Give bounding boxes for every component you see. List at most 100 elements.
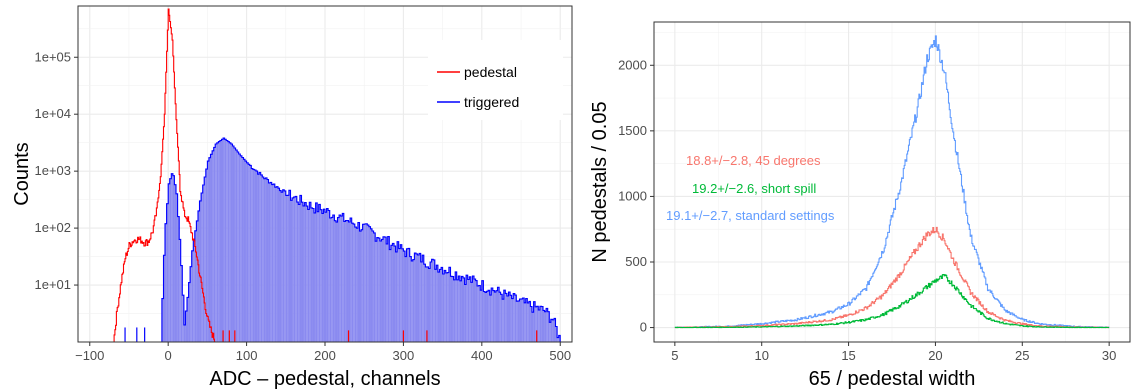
triggered-bar bbox=[232, 145, 235, 342]
right-x-tick-label: 30 bbox=[1102, 348, 1116, 363]
triggered-bar bbox=[397, 241, 399, 342]
right-x-tick-label: 15 bbox=[841, 348, 855, 363]
triggered-bar bbox=[406, 248, 409, 342]
triggered-bar bbox=[415, 253, 418, 342]
triggered-bar bbox=[350, 218, 352, 342]
triggered-bar bbox=[549, 322, 551, 342]
triggered-bar bbox=[317, 211, 319, 342]
triggered-bar bbox=[161, 298, 164, 342]
right-grid bbox=[654, 22, 1130, 342]
triggered-bar bbox=[252, 169, 255, 342]
triggered-bar bbox=[439, 269, 442, 342]
triggered-bar bbox=[279, 190, 282, 342]
triggered-bar bbox=[392, 243, 395, 342]
triggered-bar bbox=[271, 184, 274, 342]
triggered-bar bbox=[473, 279, 476, 342]
triggered-bar bbox=[268, 182, 271, 342]
triggered-bar bbox=[383, 236, 385, 342]
triggered-bar bbox=[552, 319, 554, 342]
triggered-bar bbox=[541, 306, 543, 342]
triggered-bar bbox=[216, 142, 219, 342]
triggered-bar bbox=[174, 184, 177, 342]
triggered-bar bbox=[245, 161, 247, 342]
triggered-bar bbox=[436, 265, 438, 342]
triggered-bar bbox=[544, 311, 547, 342]
triggered-bar bbox=[522, 298, 525, 342]
triggered-bar bbox=[176, 193, 178, 342]
left-x-tick-label: 500 bbox=[549, 348, 571, 363]
triggered-bar bbox=[201, 192, 203, 342]
triggered-bar bbox=[542, 310, 545, 342]
triggered-bar bbox=[295, 196, 297, 342]
triggered-bar bbox=[315, 202, 318, 342]
triggered-bar bbox=[270, 182, 272, 342]
triggered-bar bbox=[477, 286, 479, 342]
triggered-bar bbox=[367, 225, 369, 342]
triggered-bar bbox=[428, 268, 431, 342]
triggered-bar bbox=[524, 302, 526, 342]
right-x-tick-label: 20 bbox=[928, 348, 942, 363]
triggered-bar bbox=[546, 308, 548, 342]
triggered-bar bbox=[422, 255, 424, 342]
triggered-bar bbox=[445, 272, 448, 342]
triggered-bar bbox=[417, 255, 420, 342]
triggered-bar bbox=[265, 177, 267, 342]
triggered-bar bbox=[207, 161, 209, 342]
triggered-bar bbox=[497, 287, 500, 342]
triggered-bar bbox=[376, 237, 379, 342]
triggered-bar bbox=[188, 282, 191, 342]
triggered-bar bbox=[215, 143, 217, 342]
triggered-bar bbox=[255, 171, 258, 342]
triggered-bar bbox=[329, 217, 332, 342]
legend-background bbox=[428, 40, 563, 120]
triggered-bar bbox=[502, 299, 504, 342]
triggered-bar bbox=[310, 207, 313, 342]
triggered-bar bbox=[210, 154, 213, 342]
triggered-bar bbox=[212, 150, 214, 342]
triggered-bar bbox=[304, 202, 307, 342]
left-x-tick-label: 200 bbox=[314, 348, 336, 363]
triggered-bar bbox=[205, 169, 208, 342]
annotation-45-degrees: 18.8+/−2.8, 45 degrees bbox=[686, 153, 821, 168]
annotation-short-spill: 19.2+/−2.6, short spill bbox=[692, 181, 816, 196]
triggered-bar bbox=[337, 217, 340, 342]
triggered-bar bbox=[431, 259, 434, 342]
triggered-bar bbox=[368, 226, 371, 342]
triggered-bar bbox=[375, 241, 377, 342]
triggered-bar bbox=[533, 301, 536, 342]
triggered-bar bbox=[387, 236, 390, 342]
triggered-bar bbox=[492, 290, 495, 342]
triggered-bar bbox=[373, 232, 376, 342]
right-x-ticks: 5 10 15 20 25 30 bbox=[671, 342, 1116, 363]
triggered-bar bbox=[447, 272, 449, 342]
triggered-bar bbox=[414, 253, 416, 342]
triggered-bar bbox=[171, 173, 173, 342]
left-y-tick-label: 1e+05 bbox=[34, 49, 71, 64]
triggered-bar bbox=[287, 195, 289, 342]
triggered-bar bbox=[238, 154, 241, 342]
triggered-bar bbox=[516, 301, 518, 342]
triggered-bar bbox=[224, 139, 227, 342]
triggered-bar bbox=[458, 275, 460, 342]
triggered-bar bbox=[511, 298, 514, 342]
triggered-bar bbox=[343, 221, 346, 342]
triggered-bar bbox=[535, 306, 537, 342]
triggered-bar bbox=[354, 227, 357, 342]
triggered-bar bbox=[262, 177, 264, 342]
triggered-bar bbox=[508, 292, 511, 342]
series-pedestal bbox=[113, 8, 538, 343]
triggered-bar bbox=[314, 212, 316, 342]
triggered-bar bbox=[277, 188, 280, 342]
triggered-bar bbox=[298, 204, 300, 342]
triggered-bar bbox=[412, 259, 415, 342]
triggered-bar bbox=[466, 275, 468, 342]
triggered-bar bbox=[345, 220, 347, 342]
triggered-bar bbox=[335, 222, 338, 342]
triggered-bar bbox=[318, 204, 321, 342]
right-x-tick-label: 5 bbox=[671, 348, 678, 363]
triggered-bar bbox=[481, 280, 484, 342]
triggered-bar bbox=[307, 209, 310, 342]
triggered-bar bbox=[185, 311, 187, 342]
triggered-bar bbox=[472, 276, 474, 342]
triggered-bar bbox=[389, 249, 391, 342]
